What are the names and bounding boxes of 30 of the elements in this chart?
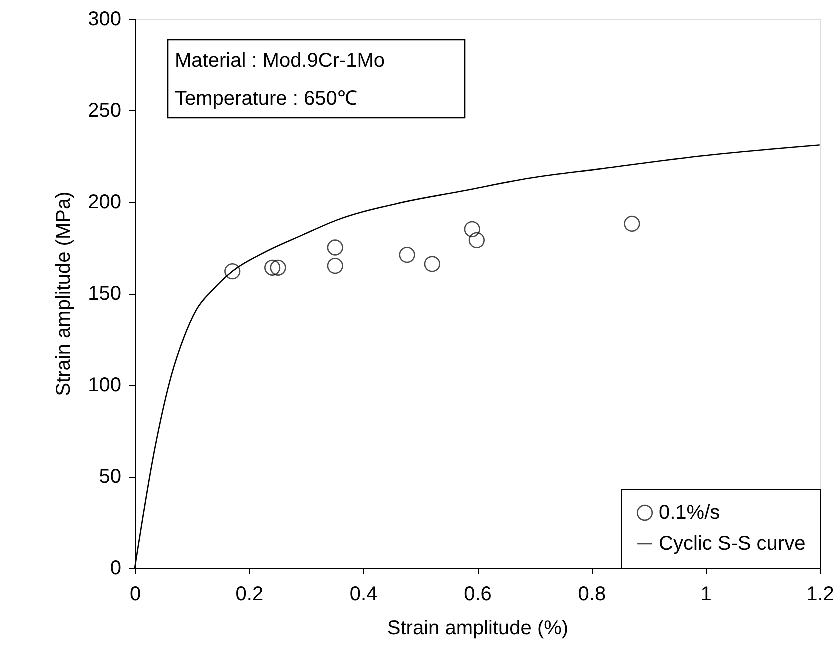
- point: [224, 263, 241, 280]
- x-tick-label: 1: [700, 584, 712, 606]
- x-tick-label: 0.6: [464, 584, 492, 606]
- annotation: Material : Mod.9Cr-1Mo: [175, 50, 386, 72]
- y-tick-label: 250: [88, 100, 122, 122]
- point: [399, 247, 416, 264]
- y-tick-label: 200: [88, 192, 122, 214]
- y-tick-label: 0: [110, 558, 122, 580]
- point: [270, 260, 286, 276]
- point: [327, 258, 344, 274]
- y-tick-label: 50: [99, 466, 122, 488]
- point: [624, 216, 640, 232]
- y-tick-label: 100: [88, 374, 122, 396]
- point: [327, 240, 344, 256]
- legend-label: Cyclic S-S curve: [659, 533, 806, 555]
- x-axis-title: Strain amplitude (%): [387, 618, 569, 640]
- annotation: Temperature : 650℃: [175, 88, 358, 110]
- y-tick-label: 150: [88, 283, 122, 305]
- point: [424, 256, 440, 272]
- point: [464, 221, 480, 238]
- y-tick-label: 300: [88, 8, 122, 30]
- legend-label: 0.1%/s: [659, 502, 720, 524]
- x-tick-label: 1.2: [806, 584, 834, 606]
- x-tick-label: 0.4: [350, 584, 378, 606]
- x-tick-label: 0.8: [578, 584, 606, 606]
- y-axis-title: Strain amplitude (MPa): [53, 192, 76, 396]
- x-tick-label: 0.2: [236, 584, 264, 606]
- point: [468, 232, 485, 248]
- point: [264, 260, 281, 276]
- x-tick-label: 0: [130, 584, 142, 606]
